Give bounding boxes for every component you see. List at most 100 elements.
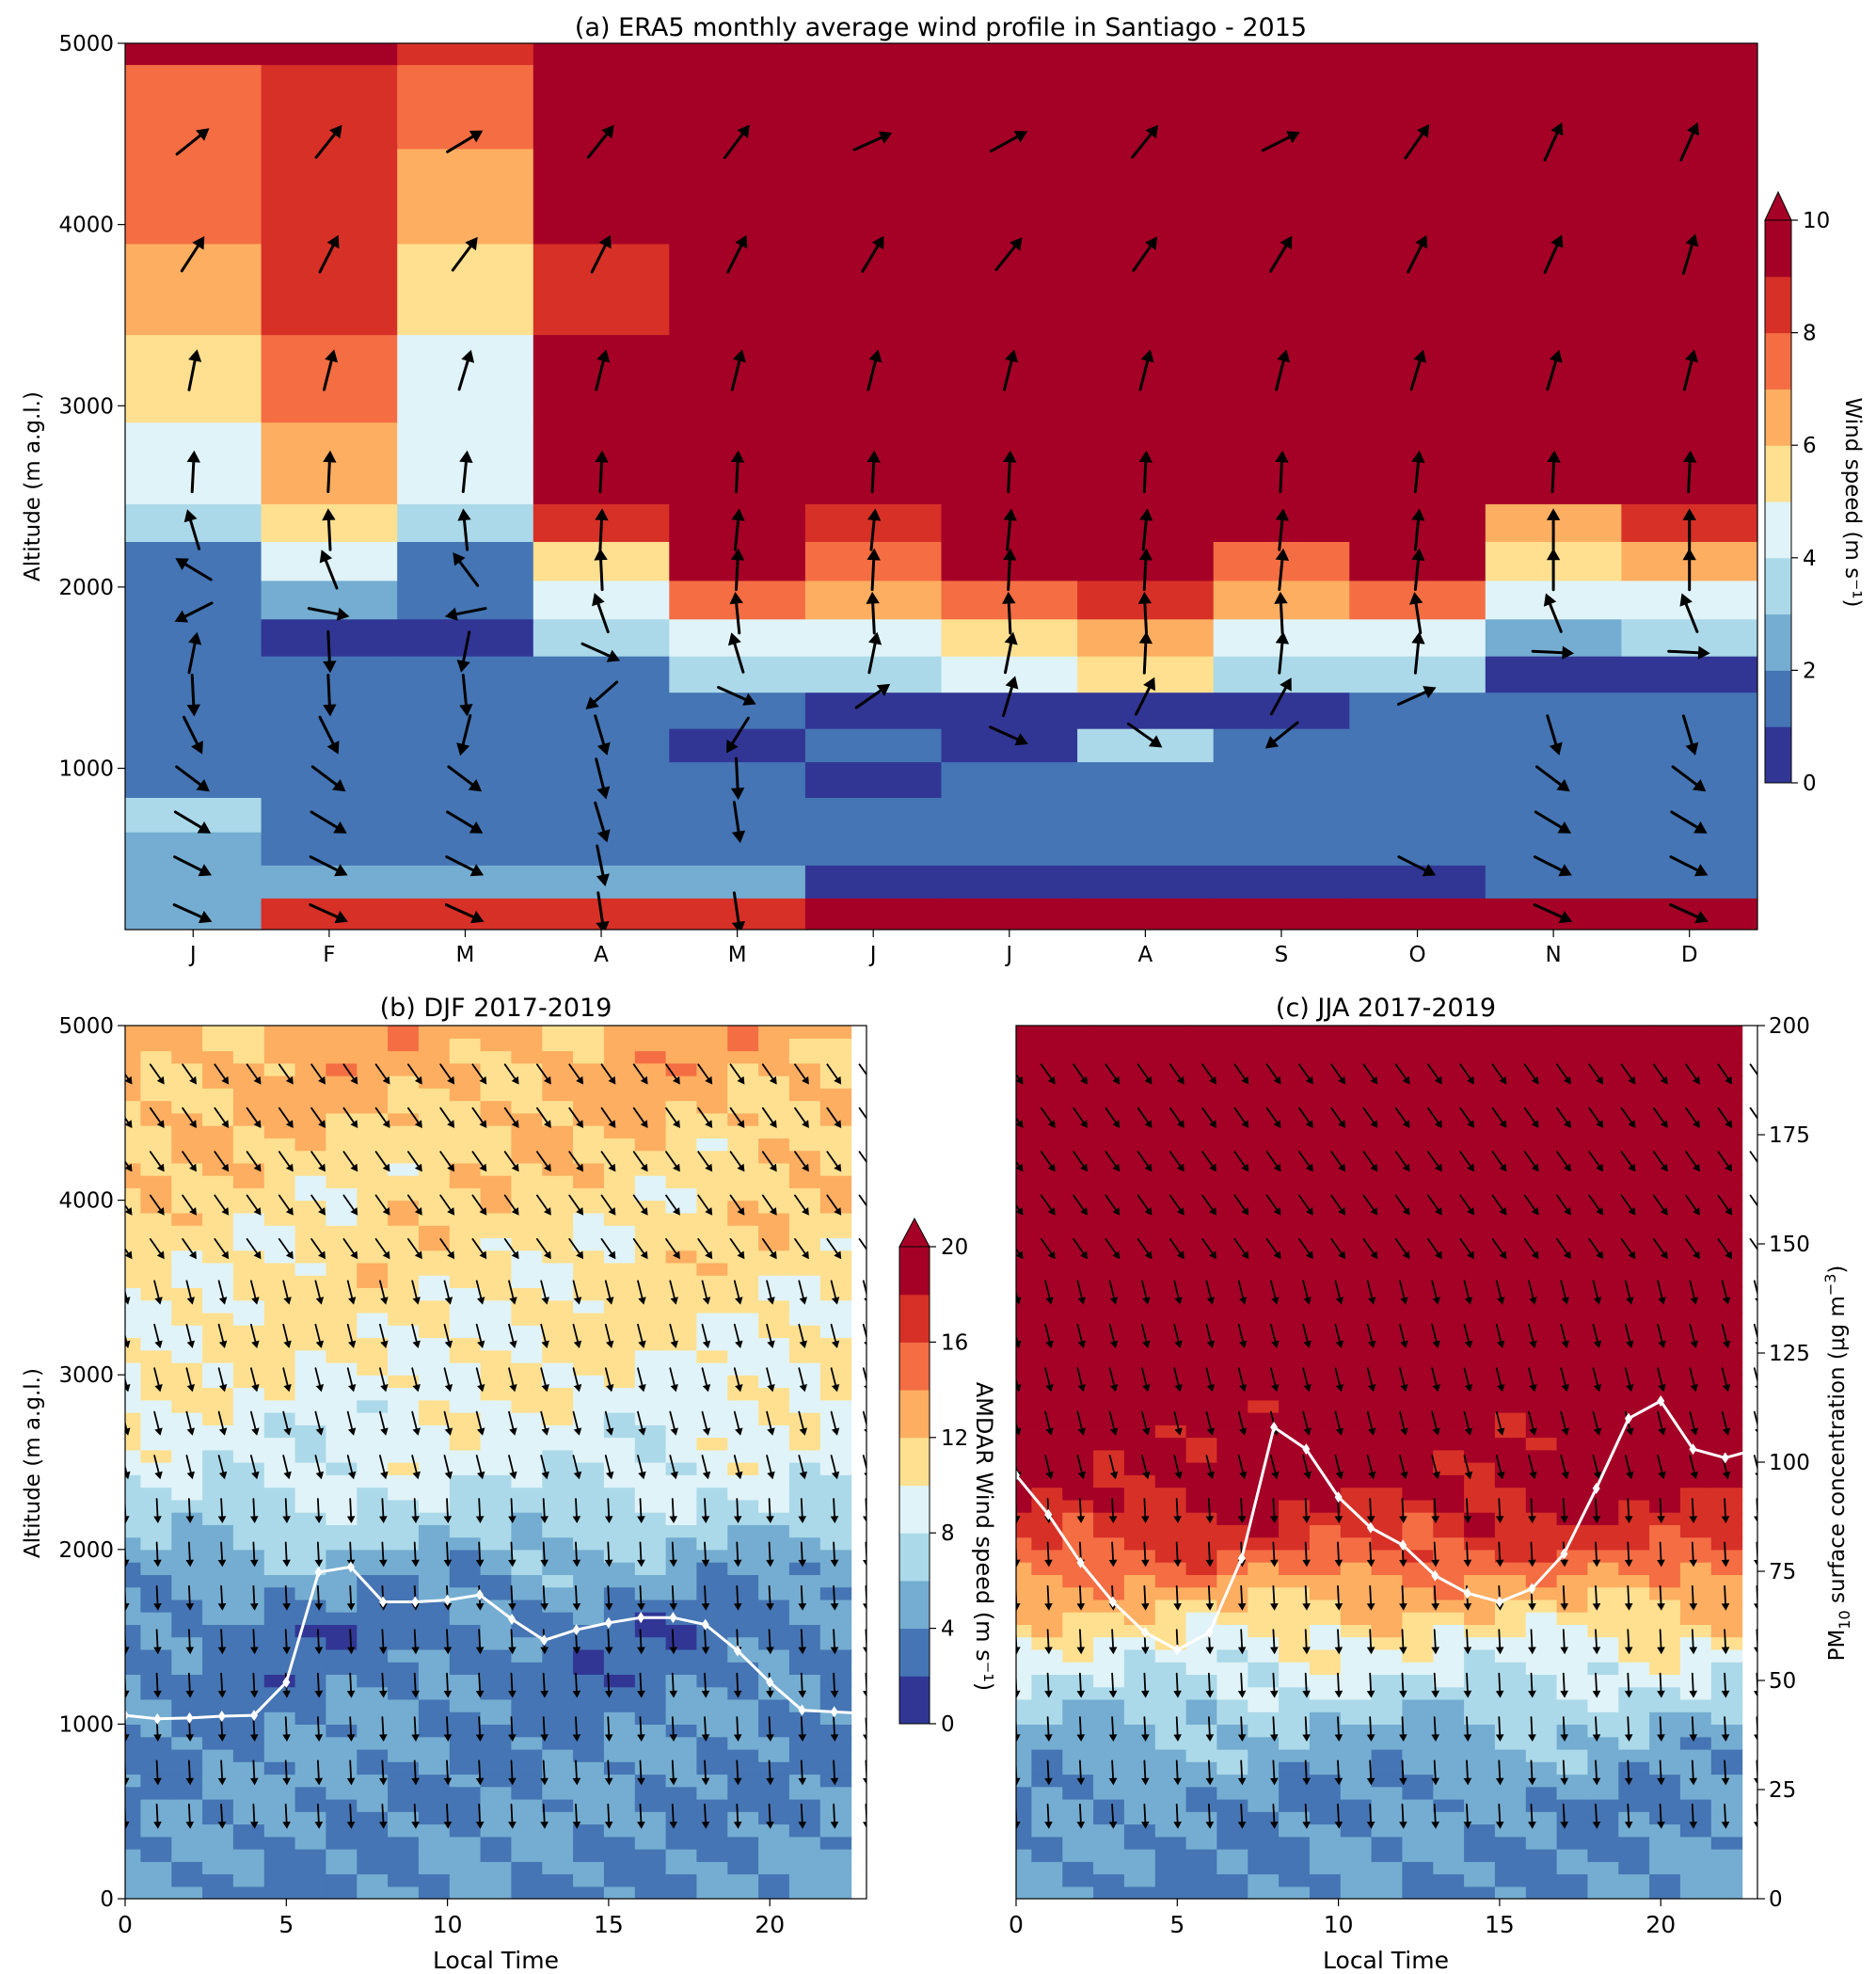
heatmap-cell [1433, 1549, 1465, 1563]
heatmap-cell [171, 1636, 203, 1650]
heatmap-cell [1649, 1337, 1681, 1351]
heatmap-cell [1248, 1187, 1280, 1202]
wind-arrow [830, 1672, 839, 1698]
heatmap-cell [1123, 1425, 1156, 1439]
heatmap-cell [1248, 1449, 1280, 1463]
heatmap-cell [1618, 1150, 1650, 1164]
heatmap-cell [1464, 1499, 1496, 1513]
heatmap-cell [1494, 1886, 1527, 1899]
heatmap-cell [326, 1624, 358, 1638]
heatmap-cell [1587, 1624, 1619, 1638]
heatmap-cell [1248, 1873, 1280, 1887]
heatmap-cell [758, 1387, 790, 1401]
wind-arrow [1076, 1455, 1086, 1480]
heatmap-cell [1679, 1662, 1712, 1675]
heatmap-cell [1123, 1287, 1156, 1301]
heatmap-cell [1679, 1711, 1712, 1725]
wind-arrow [1138, 548, 1153, 592]
heatmap-cell [140, 1200, 172, 1214]
heatmap-cell [603, 1138, 636, 1152]
heatmap-cell [1123, 1299, 1156, 1313]
heatmap-cell [696, 1412, 728, 1425]
wind-arrow [862, 1323, 866, 1345]
heatmap-cell [1213, 43, 1350, 66]
line-marker [1399, 1539, 1407, 1552]
wind-arrow [1592, 1280, 1602, 1305]
wind-arrow [1657, 1672, 1665, 1698]
heatmap-cell [1464, 1786, 1496, 1800]
wind-arrow [246, 1194, 262, 1216]
heatmap-cell [1279, 1026, 1311, 1039]
wind-arrow [862, 1455, 866, 1476]
wind-arrow [1237, 1716, 1247, 1742]
heatmap-cell [171, 1299, 203, 1313]
heatmap-cell [511, 1774, 543, 1788]
heatmap-cell [1587, 1612, 1619, 1625]
wind-arrow [314, 1716, 324, 1742]
wind-arrow [1270, 1584, 1279, 1611]
panel-c-line-markers [1012, 1395, 1761, 1656]
wind-arrow [374, 1194, 390, 1216]
heatmap-cell [1062, 1425, 1094, 1439]
wind-arrow [669, 1716, 677, 1742]
heatmap-cell [294, 1237, 326, 1251]
wind-arrow [1138, 450, 1153, 494]
heatmap-cell [263, 1487, 296, 1501]
heatmap-cell [634, 1698, 667, 1712]
heatmap-cell [1621, 334, 1757, 423]
wind-arrow [637, 1498, 645, 1523]
heatmap-cell [1679, 1736, 1712, 1750]
heatmap-cell [1216, 1399, 1248, 1413]
heatmap-cell [1123, 1487, 1156, 1501]
heatmap-cell [1618, 1375, 1650, 1389]
heatmap-cell [357, 1748, 389, 1762]
heatmap-cell [1062, 1250, 1094, 1264]
heatmap-cell [125, 1312, 141, 1326]
heatmap-cell [603, 1849, 636, 1862]
heatmap-cell [140, 1612, 172, 1625]
y-tick-label: 150 [1769, 1233, 1810, 1257]
heatmap-cell [232, 1387, 265, 1401]
heatmap-cell [1016, 1662, 1032, 1675]
heatmap-cell [294, 1100, 326, 1114]
heatmap-cell [202, 1536, 234, 1551]
heatmap-cell [294, 1786, 326, 1800]
heatmap-cell [542, 1237, 574, 1251]
heatmap-cell [294, 1075, 326, 1089]
heatmap-cell [1464, 1062, 1496, 1076]
heatmap-cell [1062, 1237, 1094, 1251]
heatmap-cell [1371, 1349, 1403, 1363]
heatmap-cell [1185, 1599, 1217, 1613]
heatmap-cell [1016, 1798, 1032, 1812]
heatmap-cell [357, 1038, 389, 1052]
wind-arrow [1671, 765, 1707, 792]
heatmap-cell [418, 1524, 451, 1538]
wind-arrow [1044, 1716, 1053, 1742]
heatmap-cell [665, 1162, 697, 1176]
wind-arrow [1657, 1455, 1666, 1480]
heatmap-cell [1279, 1150, 1311, 1164]
heatmap-cell [418, 1836, 451, 1850]
wind-arrow [1689, 1759, 1698, 1786]
heatmap-cell [1016, 1212, 1032, 1226]
heatmap-cell [1649, 1487, 1681, 1501]
heatmap-cell [1433, 1062, 1465, 1076]
heatmap-cell [1123, 1674, 1156, 1688]
heatmap-cell [1371, 1724, 1403, 1738]
heatmap-cell [542, 1325, 574, 1339]
wind-arrow [1076, 1367, 1086, 1393]
heatmap-cell [1621, 656, 1757, 693]
heatmap-cell [1185, 1125, 1217, 1138]
heatmap-cell [542, 1125, 574, 1138]
wind-arrow [1560, 1367, 1569, 1393]
heatmap-cell [1016, 1786, 1032, 1800]
heatmap-cell [696, 1275, 728, 1288]
heatmap-cell [727, 1836, 759, 1850]
wind-arrow [1137, 1238, 1153, 1260]
wind-arrow [604, 1672, 613, 1698]
heatmap-cell [480, 1375, 512, 1389]
heatmap-cell [1031, 1449, 1063, 1463]
heatmap-cell [1093, 1612, 1125, 1625]
heatmap-cell [202, 1375, 234, 1389]
